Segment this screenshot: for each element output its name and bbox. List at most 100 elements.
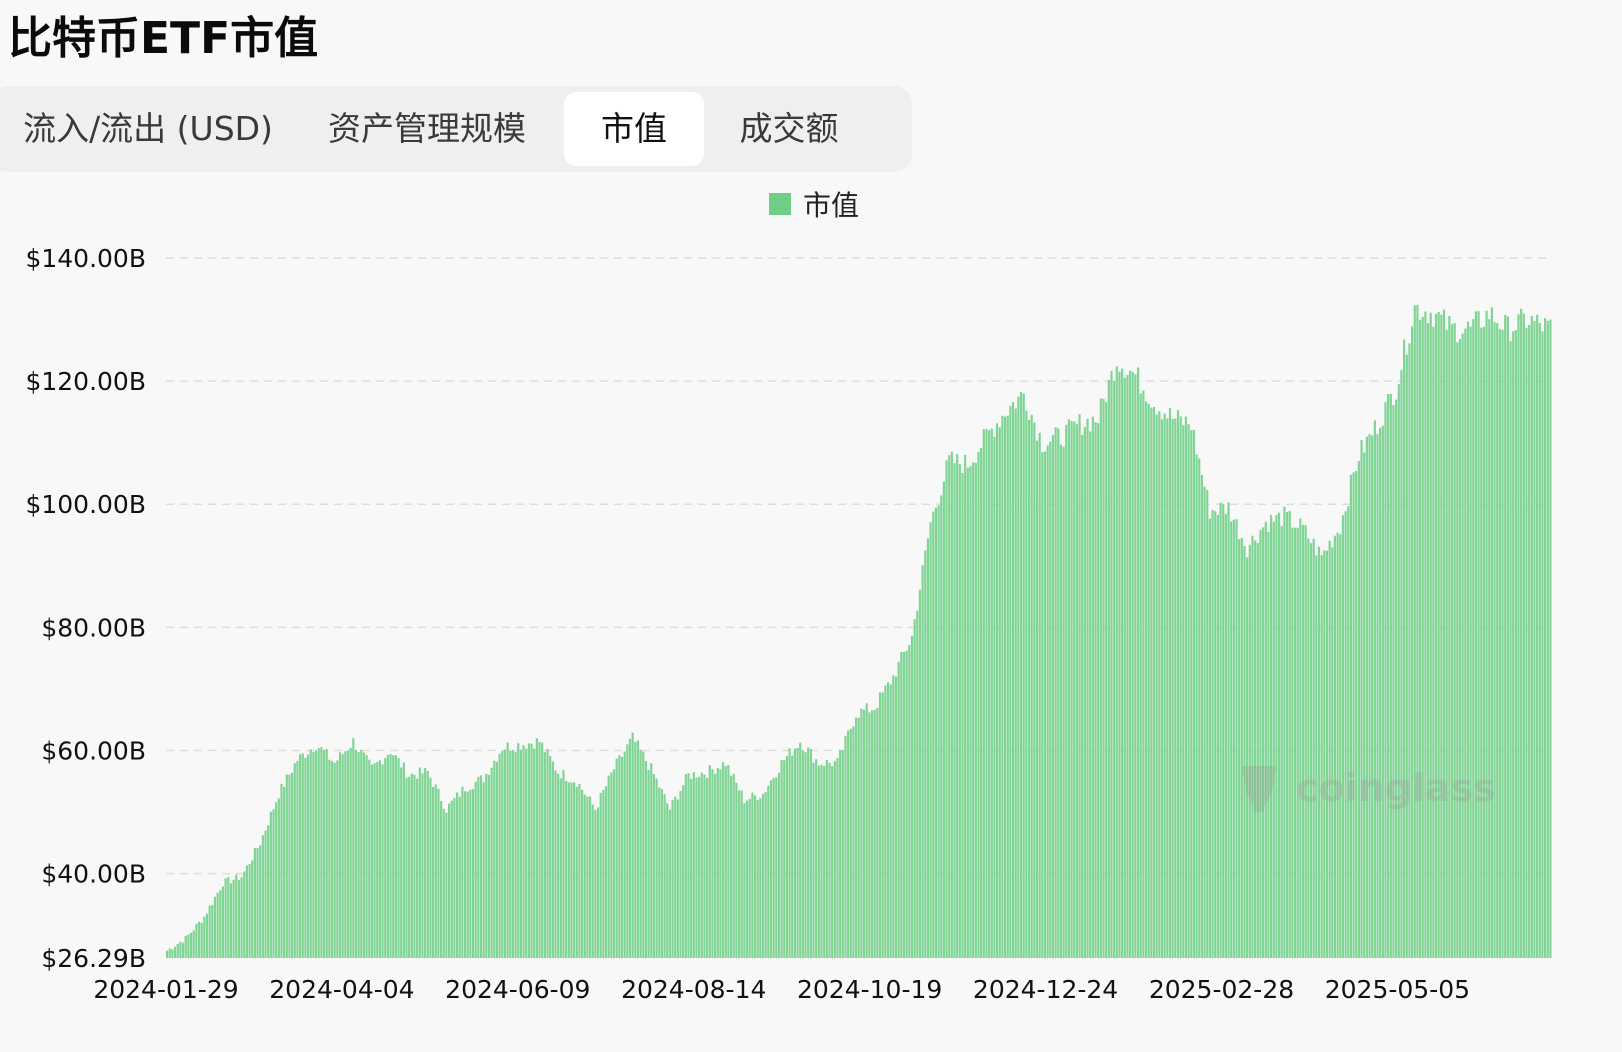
bar[interactable] — [1011, 402, 1015, 958]
bar[interactable] — [748, 798, 751, 958]
bar[interactable] — [1142, 390, 1145, 958]
bar[interactable] — [791, 755, 794, 958]
bar[interactable] — [573, 782, 576, 958]
bar[interactable] — [644, 760, 648, 958]
bar[interactable] — [868, 712, 871, 958]
bar[interactable] — [1200, 475, 1204, 958]
bar[interactable] — [184, 935, 187, 958]
bar[interactable] — [1440, 314, 1443, 959]
bar[interactable] — [714, 773, 717, 958]
bar[interactable] — [1264, 521, 1267, 958]
bar[interactable] — [828, 762, 831, 958]
bar[interactable] — [852, 726, 855, 958]
bar[interactable] — [586, 796, 589, 958]
bar[interactable] — [237, 880, 241, 958]
bar[interactable] — [698, 776, 701, 958]
bar[interactable] — [1262, 527, 1265, 958]
bar[interactable] — [490, 767, 493, 958]
bar[interactable] — [1158, 411, 1161, 959]
chart-legend[interactable]: 市值 — [769, 184, 859, 224]
bar[interactable] — [309, 749, 312, 958]
bar[interactable] — [1285, 512, 1289, 958]
bar[interactable] — [509, 750, 512, 958]
bar[interactable] — [905, 650, 908, 958]
bar[interactable] — [1312, 538, 1315, 958]
bar[interactable] — [1134, 374, 1137, 959]
bar[interactable] — [732, 773, 735, 958]
bar[interactable] — [530, 743, 533, 958]
bar[interactable] — [365, 755, 368, 958]
bar[interactable] — [506, 742, 509, 958]
bar[interactable] — [969, 466, 972, 958]
bar[interactable] — [413, 774, 416, 958]
bar[interactable] — [1062, 446, 1065, 958]
bar[interactable] — [1232, 519, 1235, 958]
bar[interactable] — [1339, 534, 1342, 958]
bar[interactable] — [224, 878, 227, 958]
bar[interactable] — [1017, 396, 1020, 958]
bar[interactable] — [972, 462, 975, 958]
bar[interactable] — [804, 752, 807, 958]
bar[interactable] — [549, 756, 552, 958]
bar[interactable] — [865, 703, 868, 958]
bar[interactable] — [910, 635, 914, 958]
bar[interactable] — [756, 800, 759, 958]
bar[interactable] — [1469, 326, 1472, 959]
bar[interactable] — [900, 652, 903, 958]
bar[interactable] — [1533, 321, 1536, 958]
bar[interactable] — [1267, 531, 1270, 958]
bar[interactable] — [272, 809, 275, 958]
bar[interactable] — [988, 430, 991, 958]
bar[interactable] — [650, 763, 653, 958]
bar[interactable] — [1389, 393, 1392, 958]
bar[interactable] — [916, 610, 919, 958]
bar[interactable] — [1270, 514, 1273, 958]
bar[interactable] — [610, 772, 613, 958]
bar[interactable] — [1238, 539, 1241, 958]
bar[interactable] — [801, 750, 804, 958]
bar[interactable] — [1043, 451, 1047, 958]
bar[interactable] — [676, 799, 679, 958]
bar[interactable] — [221, 886, 225, 958]
bar[interactable] — [740, 790, 743, 958]
bar[interactable] — [958, 464, 961, 958]
bar[interactable] — [211, 904, 214, 958]
bar[interactable] — [277, 798, 280, 958]
bar[interactable] — [1046, 445, 1049, 958]
bar[interactable] — [1251, 535, 1254, 958]
bar[interactable] — [253, 847, 256, 958]
bar[interactable] — [232, 879, 235, 958]
bar[interactable] — [796, 747, 799, 958]
bar[interactable] — [932, 511, 935, 958]
bar[interactable] — [825, 759, 828, 958]
bar[interactable] — [381, 764, 384, 958]
bar[interactable] — [333, 762, 336, 958]
bar[interactable] — [227, 877, 230, 958]
bar[interactable] — [990, 428, 993, 958]
bar[interactable] — [1309, 543, 1313, 958]
bar[interactable] — [775, 777, 778, 958]
bar[interactable] — [1448, 315, 1451, 959]
bar[interactable] — [487, 774, 491, 958]
bar[interactable] — [1187, 424, 1190, 958]
bar[interactable] — [1078, 414, 1081, 958]
bar[interactable] — [1171, 419, 1174, 958]
bar[interactable] — [1086, 418, 1089, 958]
bar[interactable] — [902, 651, 906, 958]
bar[interactable] — [320, 747, 323, 958]
bar[interactable] — [1488, 319, 1491, 958]
bar[interactable] — [926, 538, 930, 958]
bar[interactable] — [1397, 384, 1400, 958]
bar[interactable] — [655, 778, 658, 958]
bar[interactable] — [357, 752, 360, 958]
bar[interactable] — [299, 754, 302, 958]
bar[interactable] — [192, 930, 195, 958]
bar[interactable] — [1216, 514, 1219, 958]
bar[interactable] — [1530, 315, 1533, 958]
bar[interactable] — [269, 811, 272, 958]
bar[interactable] — [288, 774, 291, 958]
bar[interactable] — [1504, 314, 1507, 958]
bar[interactable] — [945, 460, 948, 958]
bar[interactable] — [594, 809, 597, 958]
bar[interactable] — [799, 742, 802, 958]
